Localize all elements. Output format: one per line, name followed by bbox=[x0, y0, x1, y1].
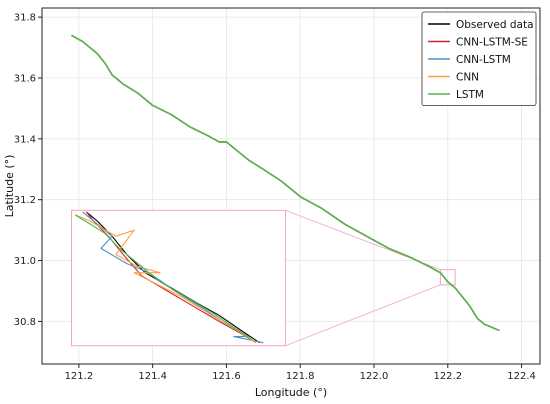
y-tick-label: 31.8 bbox=[14, 13, 36, 24]
legend-label: LSTM bbox=[456, 89, 484, 101]
x-tick-label: 122.4 bbox=[507, 371, 536, 382]
legend-label: Observed data bbox=[456, 19, 534, 31]
x-axis-label: Longitude (°) bbox=[255, 386, 327, 399]
inset-series-line bbox=[74, 214, 253, 341]
legend-label: CNN-LSTM bbox=[456, 54, 511, 66]
y-tick-label: 31.4 bbox=[14, 134, 36, 145]
legend-label: CNN-LSTM-SE bbox=[456, 37, 528, 49]
axis-ticks: 121.2 121.4 121.6 121.8 122.0 122.2 122.4 30.8 3… bbox=[14, 13, 536, 382]
x-tick-label: 121.6 bbox=[212, 371, 241, 382]
legend: Observed data CNN-LSTM-SE CNN-LSTM CNN LSTM bbox=[421, 11, 537, 106]
plot-frame bbox=[41, 7, 541, 365]
x-tick-label: 121.4 bbox=[138, 371, 167, 382]
x-tick-label: 122.0 bbox=[360, 371, 389, 382]
y-tick-label: 30.8 bbox=[14, 317, 36, 328]
x-tick-label: 122.2 bbox=[433, 371, 462, 382]
y-tick-label: 31.0 bbox=[14, 256, 36, 267]
x-tick-label: 121.8 bbox=[286, 371, 315, 382]
zoom-source-box bbox=[439, 269, 456, 286]
x-tick-label: 121.2 bbox=[65, 371, 94, 382]
series-line bbox=[71, 34, 500, 332]
legend-box bbox=[421, 11, 537, 106]
y-tick-label: 31.6 bbox=[14, 73, 36, 84]
zoom-connector-line bbox=[285, 284, 441, 347]
zoom-inset bbox=[71, 209, 456, 347]
inset-series-line bbox=[74, 214, 257, 344]
series-group bbox=[71, 34, 500, 332]
legend-label: CNN bbox=[456, 72, 479, 84]
inset-box bbox=[71, 209, 286, 347]
y-tick-label: 31.2 bbox=[14, 195, 36, 206]
y-axis-label: Latitude (°) bbox=[3, 155, 16, 218]
